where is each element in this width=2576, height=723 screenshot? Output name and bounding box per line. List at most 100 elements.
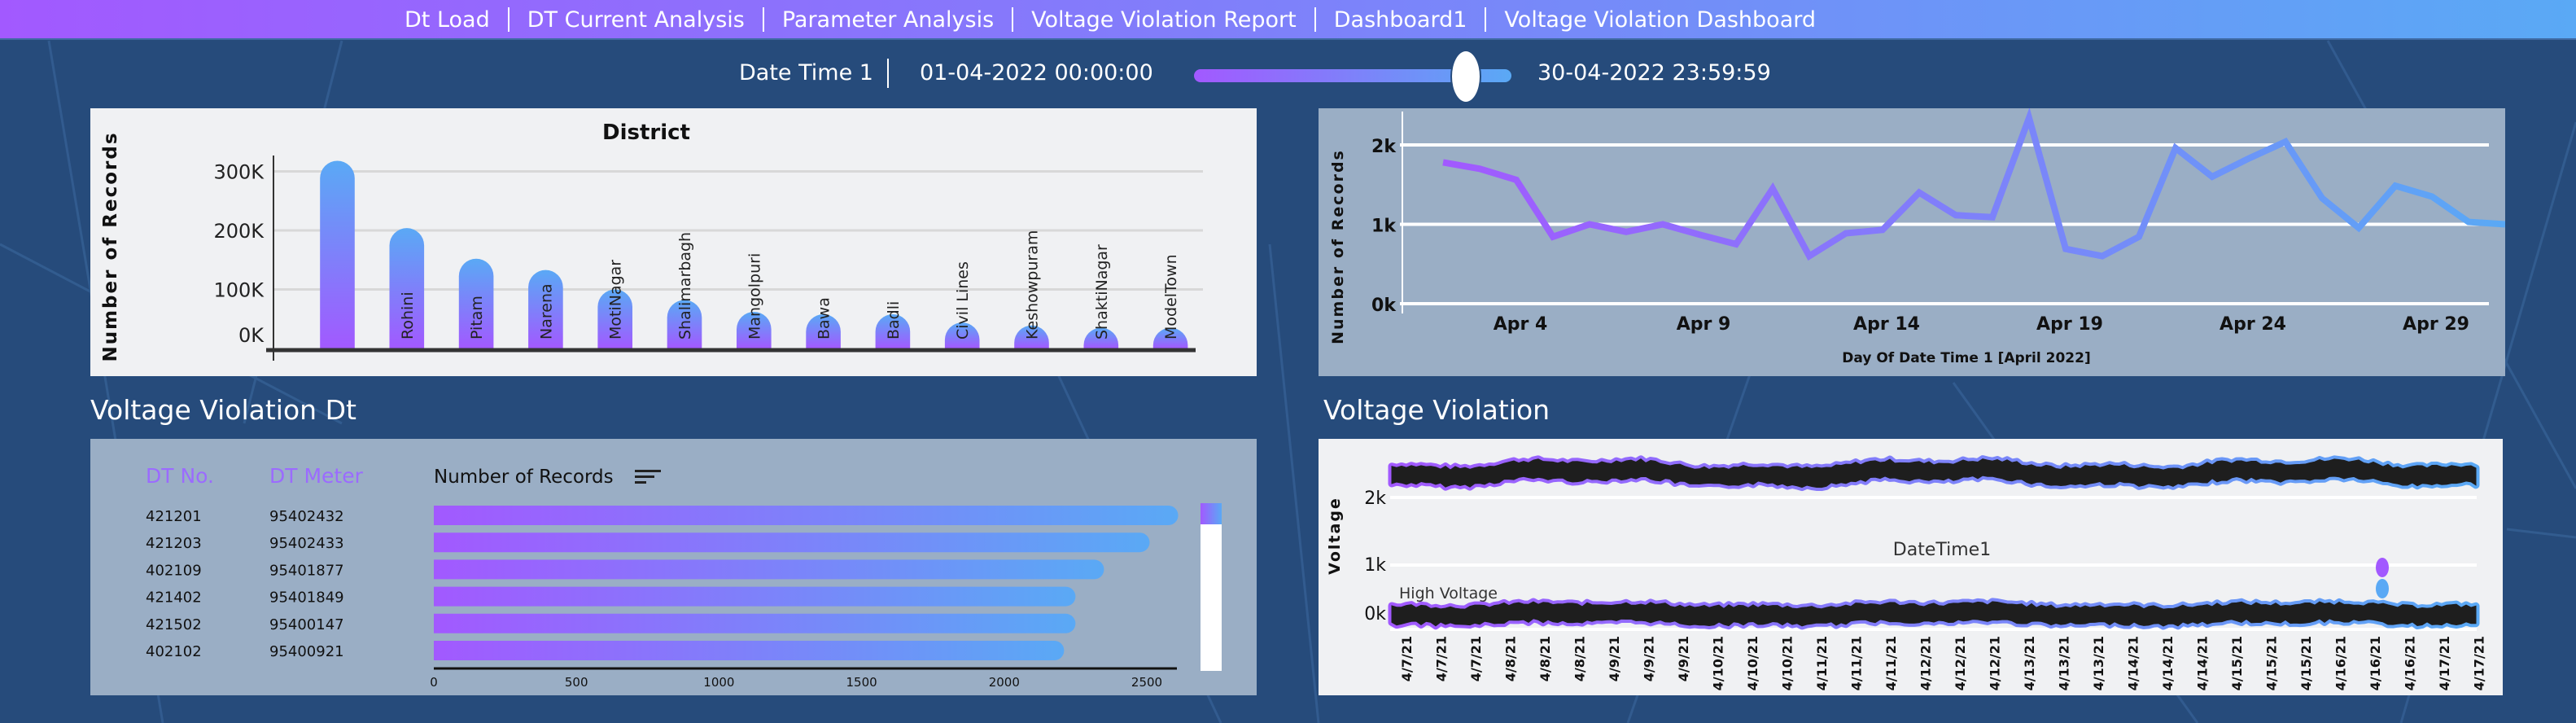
y-tick-label: 100K: [213, 279, 265, 302]
nav-voltage-violation-dashboard[interactable]: Voltage Violation Dashboard: [1504, 7, 1817, 33]
x-tick-label: 4/16/21: [2403, 636, 2418, 690]
bar-label: Rohini: [399, 291, 417, 340]
bar-narena: [528, 269, 563, 348]
x-axis-title: Day Of Date Time 1 [April 2022]: [1842, 350, 2090, 366]
dt-meter-cell: 95401877: [269, 562, 344, 579]
bar-motinagar: [597, 289, 632, 348]
voltage-violation-panel: 0k 1k 2k Voltage DateTime1 High Voltage 4/7/21…: [1319, 439, 2503, 695]
dt-meter-cell: 95400147: [269, 616, 344, 633]
x-tick-label: 2000: [989, 675, 1020, 690]
bar-mangolpuri: [737, 312, 772, 348]
x-tick-label: 4/11/21: [1883, 636, 1899, 690]
x-tick-label: 1000: [703, 675, 734, 690]
chart-title: District: [602, 120, 690, 145]
bar-label: Keshowpuram: [1024, 230, 1042, 340]
x-tick-label: 4/8/21: [1537, 636, 1553, 681]
x-tick-label: 4/9/21: [1607, 636, 1622, 681]
nav-dt-current-analysis[interactable]: DT Current Analysis: [527, 7, 745, 33]
x-tick-label: 4/11/21: [1814, 636, 1830, 690]
x-tick-label: Apr 4: [1494, 314, 1548, 335]
x-tick-label: 4/10/21: [1745, 636, 1760, 690]
dt-meter-cell: 95402432: [269, 508, 344, 525]
date-start: 01-04-2022 00:00:00: [920, 60, 1153, 85]
dt-no-cell: 421502: [146, 616, 202, 633]
x-tick-label: 4/15/21: [2229, 636, 2245, 690]
bar-label: Pitam: [468, 296, 486, 340]
x-tick-label: Apr 29: [2403, 314, 2469, 335]
x-tick-label: Apr 19: [2036, 314, 2103, 335]
x-tick-label: 4/17/21: [2472, 636, 2487, 690]
bar-shaktinagar: [1083, 327, 1119, 348]
dt-no-cell: 402109: [146, 562, 202, 579]
bar-label: Mangolpuri: [746, 253, 763, 340]
date-end: 30-04-2022 23:59:59: [1537, 60, 1771, 85]
series-line: [1442, 108, 2505, 261]
column-header-dt-no: DT No.: [146, 464, 214, 488]
sort-icon[interactable]: [635, 470, 661, 484]
y-tick-label: 1k: [1371, 217, 1397, 237]
x-tick-label: 4/8/21: [1572, 636, 1588, 681]
bar-label: MotiNagar: [607, 260, 625, 340]
bar-label: Narena: [537, 283, 555, 340]
district-bar-chart: District Number of Records 0K 100K 200K 300K R…: [100, 120, 1203, 362]
bar-label: Shalimarbagh: [676, 232, 694, 340]
high-voltage-series: [1391, 458, 2477, 489]
slider-handle[interactable]: [1450, 50, 1481, 103]
date-filter-label: Date Time 1: [739, 60, 873, 85]
y-tick-label: 2k: [1371, 137, 1397, 157]
x-tick-label: 4/16/21: [2368, 636, 2383, 690]
x-tick-label: 4/8/21: [1503, 636, 1519, 681]
date-filter: Date Time 1 01-04-2022 00:00:00 30-04-20…: [0, 50, 2576, 103]
nav-parameter-analysis[interactable]: Parameter Analysis: [781, 7, 995, 33]
legend-dot: [2376, 579, 2389, 598]
x-tick-label: Apr 24: [2220, 314, 2286, 335]
dt-records-panel: DT No. DT Meter Number of Records 421201 954…: [90, 439, 1257, 695]
nav-menu: Dt Load DT Current Analysis Parameter An…: [405, 5, 1816, 34]
bar-label: Bawa: [816, 297, 833, 340]
section-title-voltage-violation: Voltage Violation: [1323, 394, 1550, 426]
legend-label: High Voltage: [1399, 585, 1498, 602]
divider: [1314, 7, 1316, 32]
low-voltage-series: [1391, 601, 2477, 627]
dt-meter-cell: 95402433: [269, 535, 344, 552]
records-bar: [434, 613, 1076, 633]
y-axis-title: Number of Records: [1329, 149, 1347, 344]
y-tick-label: 1k: [1364, 555, 1386, 576]
date-range-slider[interactable]: [1194, 50, 1511, 103]
x-tick-label: 4/7/21: [1468, 636, 1484, 681]
bar-modeltown: [1152, 327, 1188, 348]
divider: [887, 59, 889, 88]
district-chart-panel: District Number of Records 0K 100K 200K 300K R…: [90, 108, 1257, 376]
bar-shalimarbagh: [667, 300, 702, 348]
column-header-dt-meter: DT Meter: [269, 464, 364, 488]
x-tick-label: 4/14/21: [2126, 636, 2141, 690]
column-header-records: Number of Records: [434, 467, 614, 488]
x-tick-label: 4/10/21: [1780, 636, 1795, 690]
x-tick-label: 4/12/21: [1953, 636, 1968, 690]
x-tick-label: 500: [565, 675, 588, 690]
y-axis-title: Number of Records: [100, 131, 121, 362]
divider: [507, 7, 510, 32]
dt-records-bar-chart: DT No. DT Meter Number of Records 421201 954…: [146, 464, 1222, 690]
records-bar: [434, 586, 1076, 607]
bar-unlabeled: [320, 160, 355, 348]
x-tick-label: 4/13/21: [2057, 636, 2072, 690]
x-tick-label: 4/11/21: [1849, 636, 1865, 690]
x-tick-label: 0: [430, 675, 438, 690]
x-tick-label: 2500: [1131, 675, 1162, 690]
divider: [1012, 7, 1014, 32]
top-navigation-bar: Dt Load DT Current Analysis Parameter An…: [0, 0, 2576, 40]
bar-rohini: [389, 228, 425, 348]
y-tick-label: 0k: [1371, 296, 1397, 316]
bar-badli: [875, 313, 911, 348]
scrollbar-thumb[interactable]: [1201, 503, 1222, 524]
x-tick-label: 4/9/21: [1676, 636, 1691, 681]
nav-dt-load[interactable]: Dt Load: [405, 7, 490, 33]
voltage-line-chart: 0k 1k 2k Voltage DateTime1 High Voltage 4/7/21…: [1326, 455, 2487, 690]
nav-dashboard1[interactable]: Dashboard1: [1333, 7, 1467, 33]
legend-dot: [2376, 558, 2389, 577]
x-tick-label: 4/7/21: [1399, 636, 1415, 681]
scrollbar[interactable]: [1201, 503, 1222, 671]
x-tick-label: 4/10/21: [1711, 636, 1726, 690]
nav-voltage-violation-report[interactable]: Voltage Violation Report: [1031, 7, 1297, 33]
